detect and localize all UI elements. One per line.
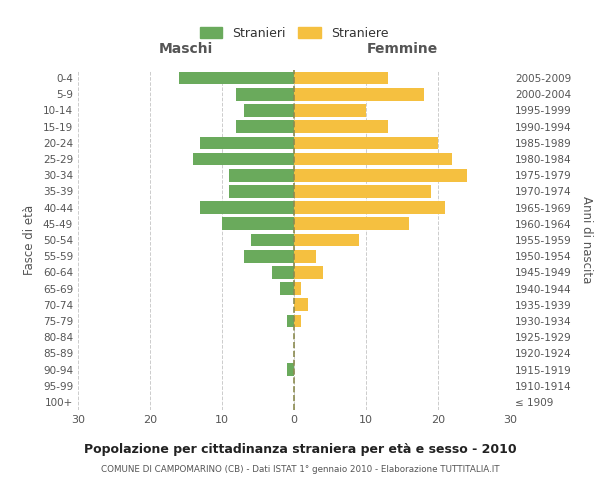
Bar [200,136,294,149]
Bar [236,120,294,133]
Bar [193,152,294,166]
Bar [280,282,294,295]
Bar [294,104,366,117]
Bar [272,266,294,278]
Bar [294,120,388,133]
Y-axis label: Anni di nascita: Anni di nascita [580,196,593,284]
Bar [236,88,294,101]
Bar [294,136,438,149]
Bar [244,250,294,262]
Bar [244,104,294,117]
Bar [294,234,359,246]
Bar [294,250,316,262]
Bar [294,152,452,166]
Bar [294,298,308,311]
Text: Maschi: Maschi [159,42,213,56]
Bar [222,218,294,230]
Bar [251,234,294,246]
Bar [294,72,388,85]
Bar [294,202,445,214]
Legend: Stranieri, Straniere: Stranieri, Straniere [195,22,393,45]
Bar [179,72,294,85]
Bar [294,88,424,101]
Bar [294,314,301,328]
Bar [294,185,431,198]
Bar [200,202,294,214]
Bar [294,218,409,230]
Y-axis label: Fasce di età: Fasce di età [23,205,36,275]
Bar [287,314,294,328]
Text: Femmine: Femmine [367,42,437,56]
Text: Popolazione per cittadinanza straniera per età e sesso - 2010: Popolazione per cittadinanza straniera p… [83,442,517,456]
Bar [294,282,301,295]
Bar [294,266,323,278]
Bar [229,169,294,181]
Text: COMUNE DI CAMPOMARINO (CB) - Dati ISTAT 1° gennaio 2010 - Elaborazione TUTTITALI: COMUNE DI CAMPOMARINO (CB) - Dati ISTAT … [101,465,499,474]
Bar [287,363,294,376]
Bar [294,169,467,181]
Bar [229,185,294,198]
